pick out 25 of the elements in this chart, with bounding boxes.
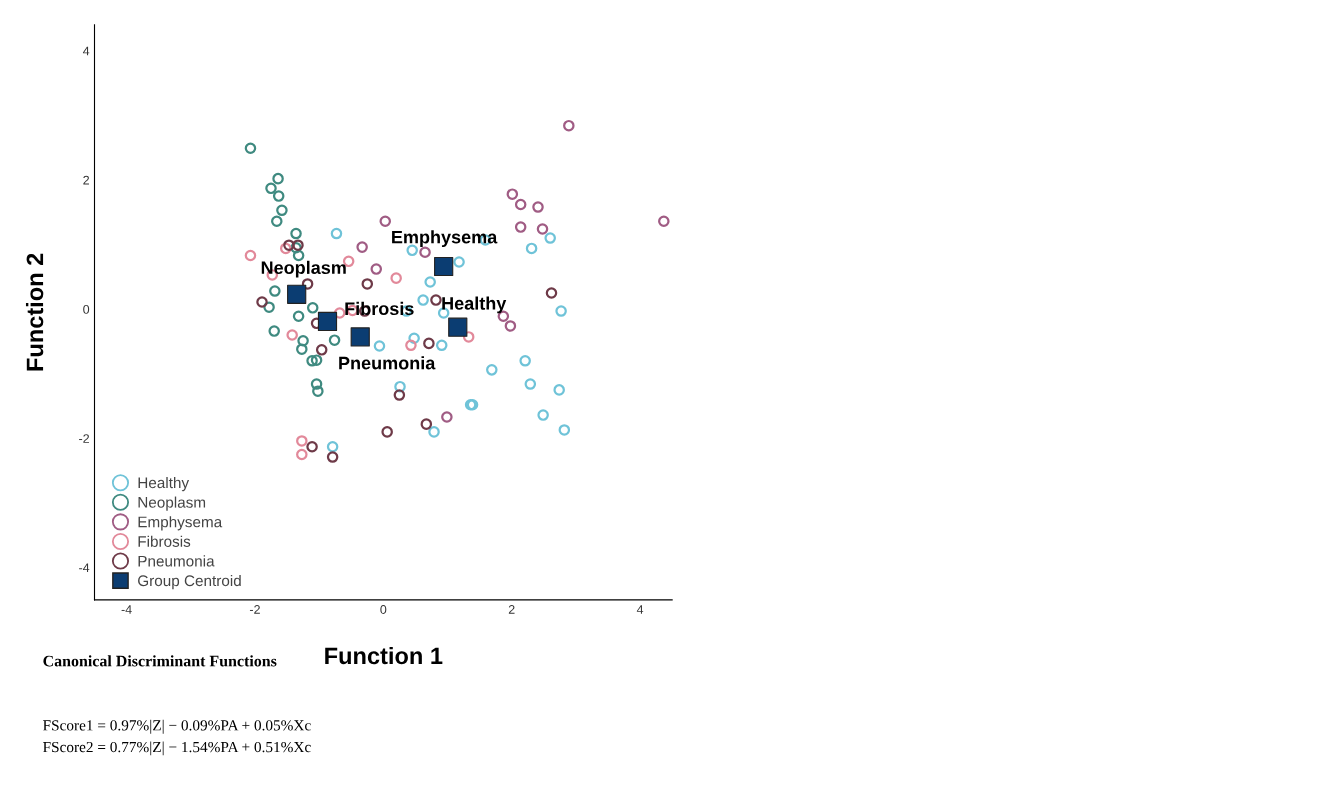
x-tick-label: 0 [380, 605, 387, 614]
annotation: Pneumonia [339, 356, 436, 370]
y-tick-label: 0 [83, 304, 90, 314]
y-axis-title: Function 2 [25, 253, 44, 371]
annotation: Healthy [442, 296, 507, 314]
legend-label: Group Centroid [138, 574, 241, 590]
annotation: Neoplasm [261, 260, 346, 278]
legend-label: Emphysema [138, 516, 223, 531]
text: FScore2 = 0.77%|Z| − 1.54%PA + 0.51%Xc [43, 741, 311, 756]
x-tick-label: 4 [636, 605, 644, 614]
annotation: Fibrosis [345, 301, 414, 316]
legend-label: Fibrosis [138, 535, 191, 547]
y-tick-label: -4 [79, 563, 90, 573]
x-axis-title: Function 1 [325, 646, 443, 665]
y-tick-label: 2 [83, 175, 90, 185]
legend-label: Healthy [138, 476, 190, 492]
y-tick-label: -2 [79, 434, 90, 443]
x-tick-label: -4 [121, 605, 132, 614]
text: FScore1 = 0.97%|Z| − 0.09%PA + 0.05%Xc [43, 719, 311, 734]
y-tick-label: 4 [82, 46, 90, 56]
x-tick-label: 2 [508, 605, 515, 614]
text: Canonical Discriminant Functions [43, 655, 277, 667]
legend-label: Pneumonia [138, 555, 215, 567]
legend-label: Neoplasm [138, 496, 206, 511]
x-tick-label: -2 [249, 605, 260, 614]
